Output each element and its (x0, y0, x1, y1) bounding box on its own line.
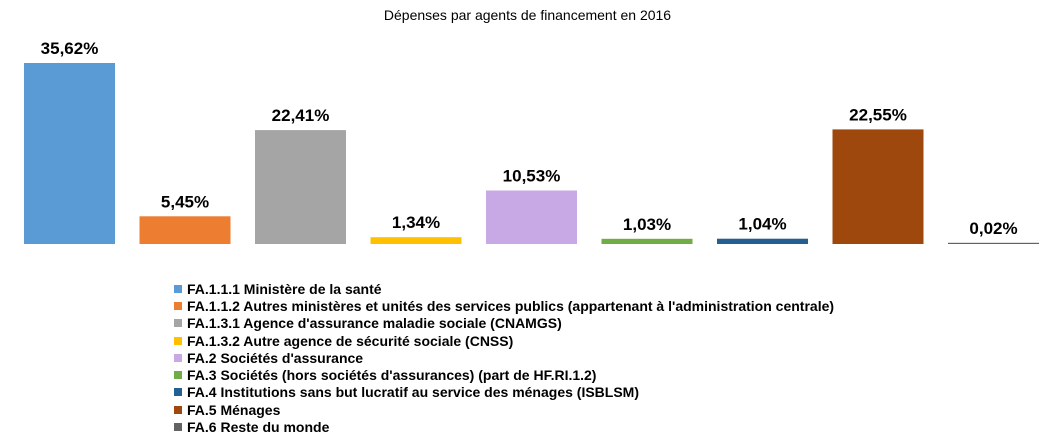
bar-1 (24, 63, 115, 244)
bar-6 (601, 238, 693, 244)
data-label-9: 0,02% (969, 219, 1017, 238)
legend-label: FA.1.1.1 Ministère de la santé (187, 280, 382, 297)
data-label-6: 1,03% (623, 215, 671, 234)
legend-swatch (174, 423, 182, 432)
legend-swatch (174, 353, 182, 362)
legend-label: FA.4 Institutions sans but lucratif au s… (187, 384, 639, 401)
legend-label: FA.6 Reste du monde (187, 419, 330, 436)
bar-8 (832, 129, 924, 244)
legend-item-9: FA.6 Reste du monde (174, 418, 834, 435)
bar-4 (370, 237, 462, 244)
legend-swatch (174, 388, 182, 397)
data-label-7: 1,04% (738, 215, 786, 234)
bar-5 (486, 190, 577, 244)
legend-swatch (174, 405, 182, 414)
legend-item-1: FA.1.1.1 Ministère de la santé (174, 280, 834, 297)
data-label-3: 22,41% (272, 106, 330, 125)
bars-group (24, 63, 1039, 244)
legend-item-4: FA.1.3.2 Autre agence de sécurité social… (174, 332, 834, 349)
legend-swatch (174, 336, 182, 345)
data-label-1: 35,62% (41, 39, 99, 58)
bar-7 (717, 238, 808, 244)
legend-swatch (174, 301, 182, 310)
legend-label: FA.2 Sociétés d'assurance (187, 349, 364, 366)
data-label-5: 10,53% (503, 167, 561, 186)
legend-item-2: FA.1.1.2 Autres ministères et unités des… (174, 297, 834, 314)
legend-label: FA.1.3.2 Autre agence de sécurité social… (187, 332, 514, 349)
bar-9 (948, 242, 1039, 244)
legend-label: FA.5 Ménages (187, 401, 281, 418)
legend-item-7: FA.4 Institutions sans but lucratif au s… (174, 384, 834, 401)
legend-swatch (174, 284, 182, 293)
legend-item-6: FA.3 Sociétés (hors sociétés d'assurance… (174, 366, 834, 383)
data-label-2: 5,45% (161, 192, 209, 211)
bar-3 (255, 130, 346, 244)
data-label-4: 1,34% (392, 213, 440, 232)
data-label-8: 22,55% (849, 105, 907, 124)
legend-label: FA.1.3.1 Agence d'assurance maladie soci… (187, 315, 562, 332)
legend-item-5: FA.2 Sociétés d'assurance (174, 349, 834, 366)
legend-item-3: FA.1.3.1 Agence d'assurance maladie soci… (174, 315, 834, 332)
legend-swatch (174, 319, 182, 328)
legend-item-8: FA.5 Ménages (174, 401, 834, 418)
legend: FA.1.1.1 Ministère de la santé FA.1.1.2 A… (174, 280, 834, 436)
legend-label: FA.3 Sociétés (hors sociétés d'assurance… (187, 367, 597, 384)
legend-swatch (174, 371, 182, 380)
data-labels-group: 35,62% 5,45% 22,41% 1,34% 10,53% 1,03% 1,04% 22… (41, 39, 1018, 238)
bar-2 (139, 216, 231, 244)
chart-title: Dépenses par agents de financement en 20… (383, 7, 672, 23)
legend-label: FA.1.1.2 Autres ministères et unités des… (187, 297, 835, 314)
